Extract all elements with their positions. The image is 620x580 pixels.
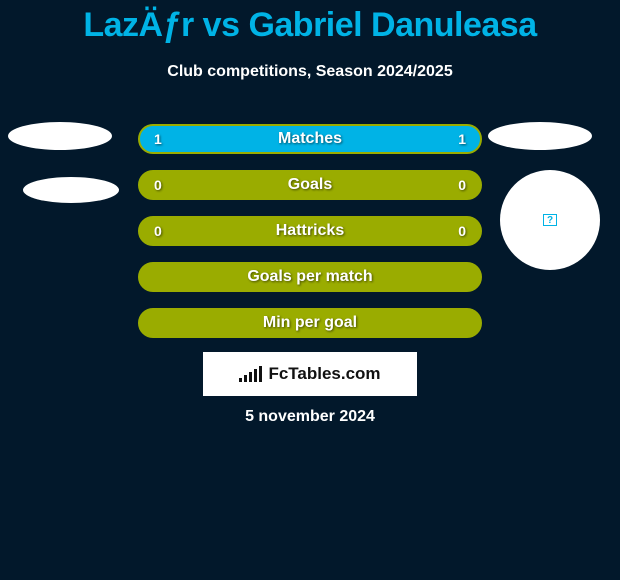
logo-bar <box>259 366 262 382</box>
stat-row: 0 Goals 0 <box>138 170 482 200</box>
logo-bar <box>254 369 257 382</box>
player2-avatar-placeholder: ? <box>500 170 600 270</box>
question-icon: ? <box>543 214 557 226</box>
stat-right-value: 0 <box>458 177 466 193</box>
stat-label: Goals per match <box>247 268 372 286</box>
stats-container: 1 Matches 1 0 Goals 0 0 Hattricks 0 Goals per mat… <box>138 124 482 354</box>
stat-label: Hattricks <box>276 222 344 240</box>
stat-row: 1 Matches 1 <box>138 124 482 154</box>
stat-row: 0 Hattricks 0 <box>138 216 482 246</box>
snapshot-date: 5 november 2024 <box>0 408 620 426</box>
player2-avatar-shape-1 <box>488 122 592 150</box>
stat-label: Goals <box>288 176 332 194</box>
stat-left-value: 0 <box>154 223 162 239</box>
source-logo: FcTables.com <box>203 352 417 396</box>
logo-bar <box>249 372 252 382</box>
stat-right-value: 0 <box>458 223 466 239</box>
comparison-subtitle: Club competitions, Season 2024/2025 <box>0 63 620 81</box>
logo-bar <box>239 378 242 382</box>
stat-label: Min per goal <box>263 314 357 332</box>
player1-avatar-shape-2 <box>23 177 119 203</box>
logo-bars-icon <box>239 366 262 382</box>
player1-avatar-shape-1 <box>8 122 112 150</box>
stat-row: Min per goal <box>138 308 482 338</box>
logo-bar <box>244 375 247 382</box>
stat-row: Goals per match <box>138 262 482 292</box>
stat-left-value: 1 <box>154 131 162 147</box>
stat-right-value: 1 <box>458 131 466 147</box>
stat-label: Matches <box>278 130 342 148</box>
comparison-title: LazÄƒr vs Gabriel Danuleasa <box>0 0 620 45</box>
question-icon-glyph: ? <box>547 215 553 226</box>
stat-left-value: 0 <box>154 177 162 193</box>
logo-text: FcTables.com <box>268 364 380 384</box>
